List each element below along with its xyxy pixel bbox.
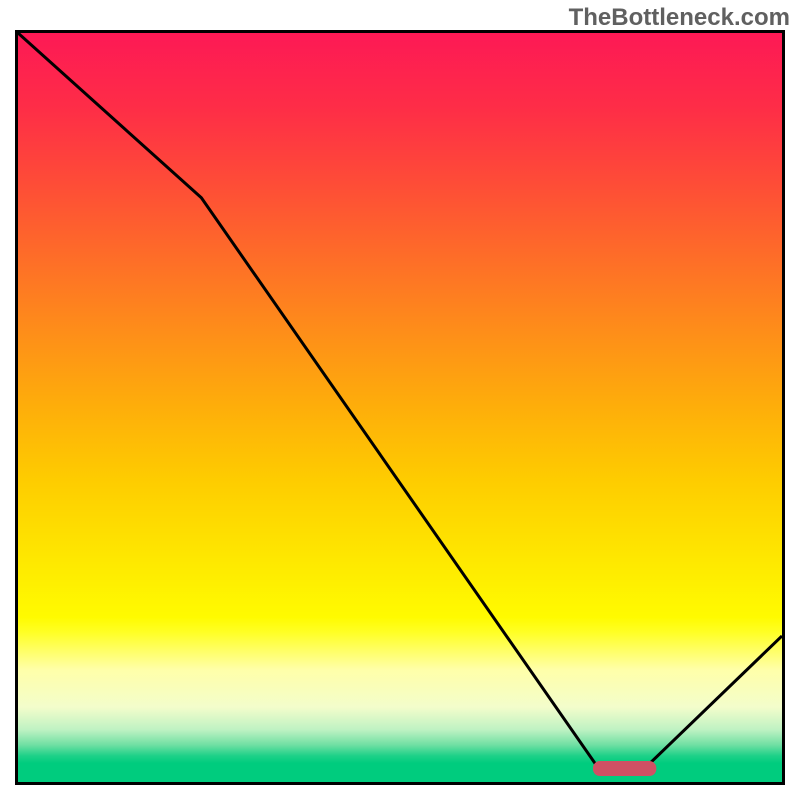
- plot-svg: [18, 33, 782, 782]
- figure-container: TheBottleneck.com: [0, 0, 800, 800]
- watermark-text: TheBottleneck.com: [569, 4, 790, 32]
- gradient-background: [18, 33, 782, 782]
- optimum-marker: [593, 761, 656, 776]
- plot-area: [15, 30, 785, 785]
